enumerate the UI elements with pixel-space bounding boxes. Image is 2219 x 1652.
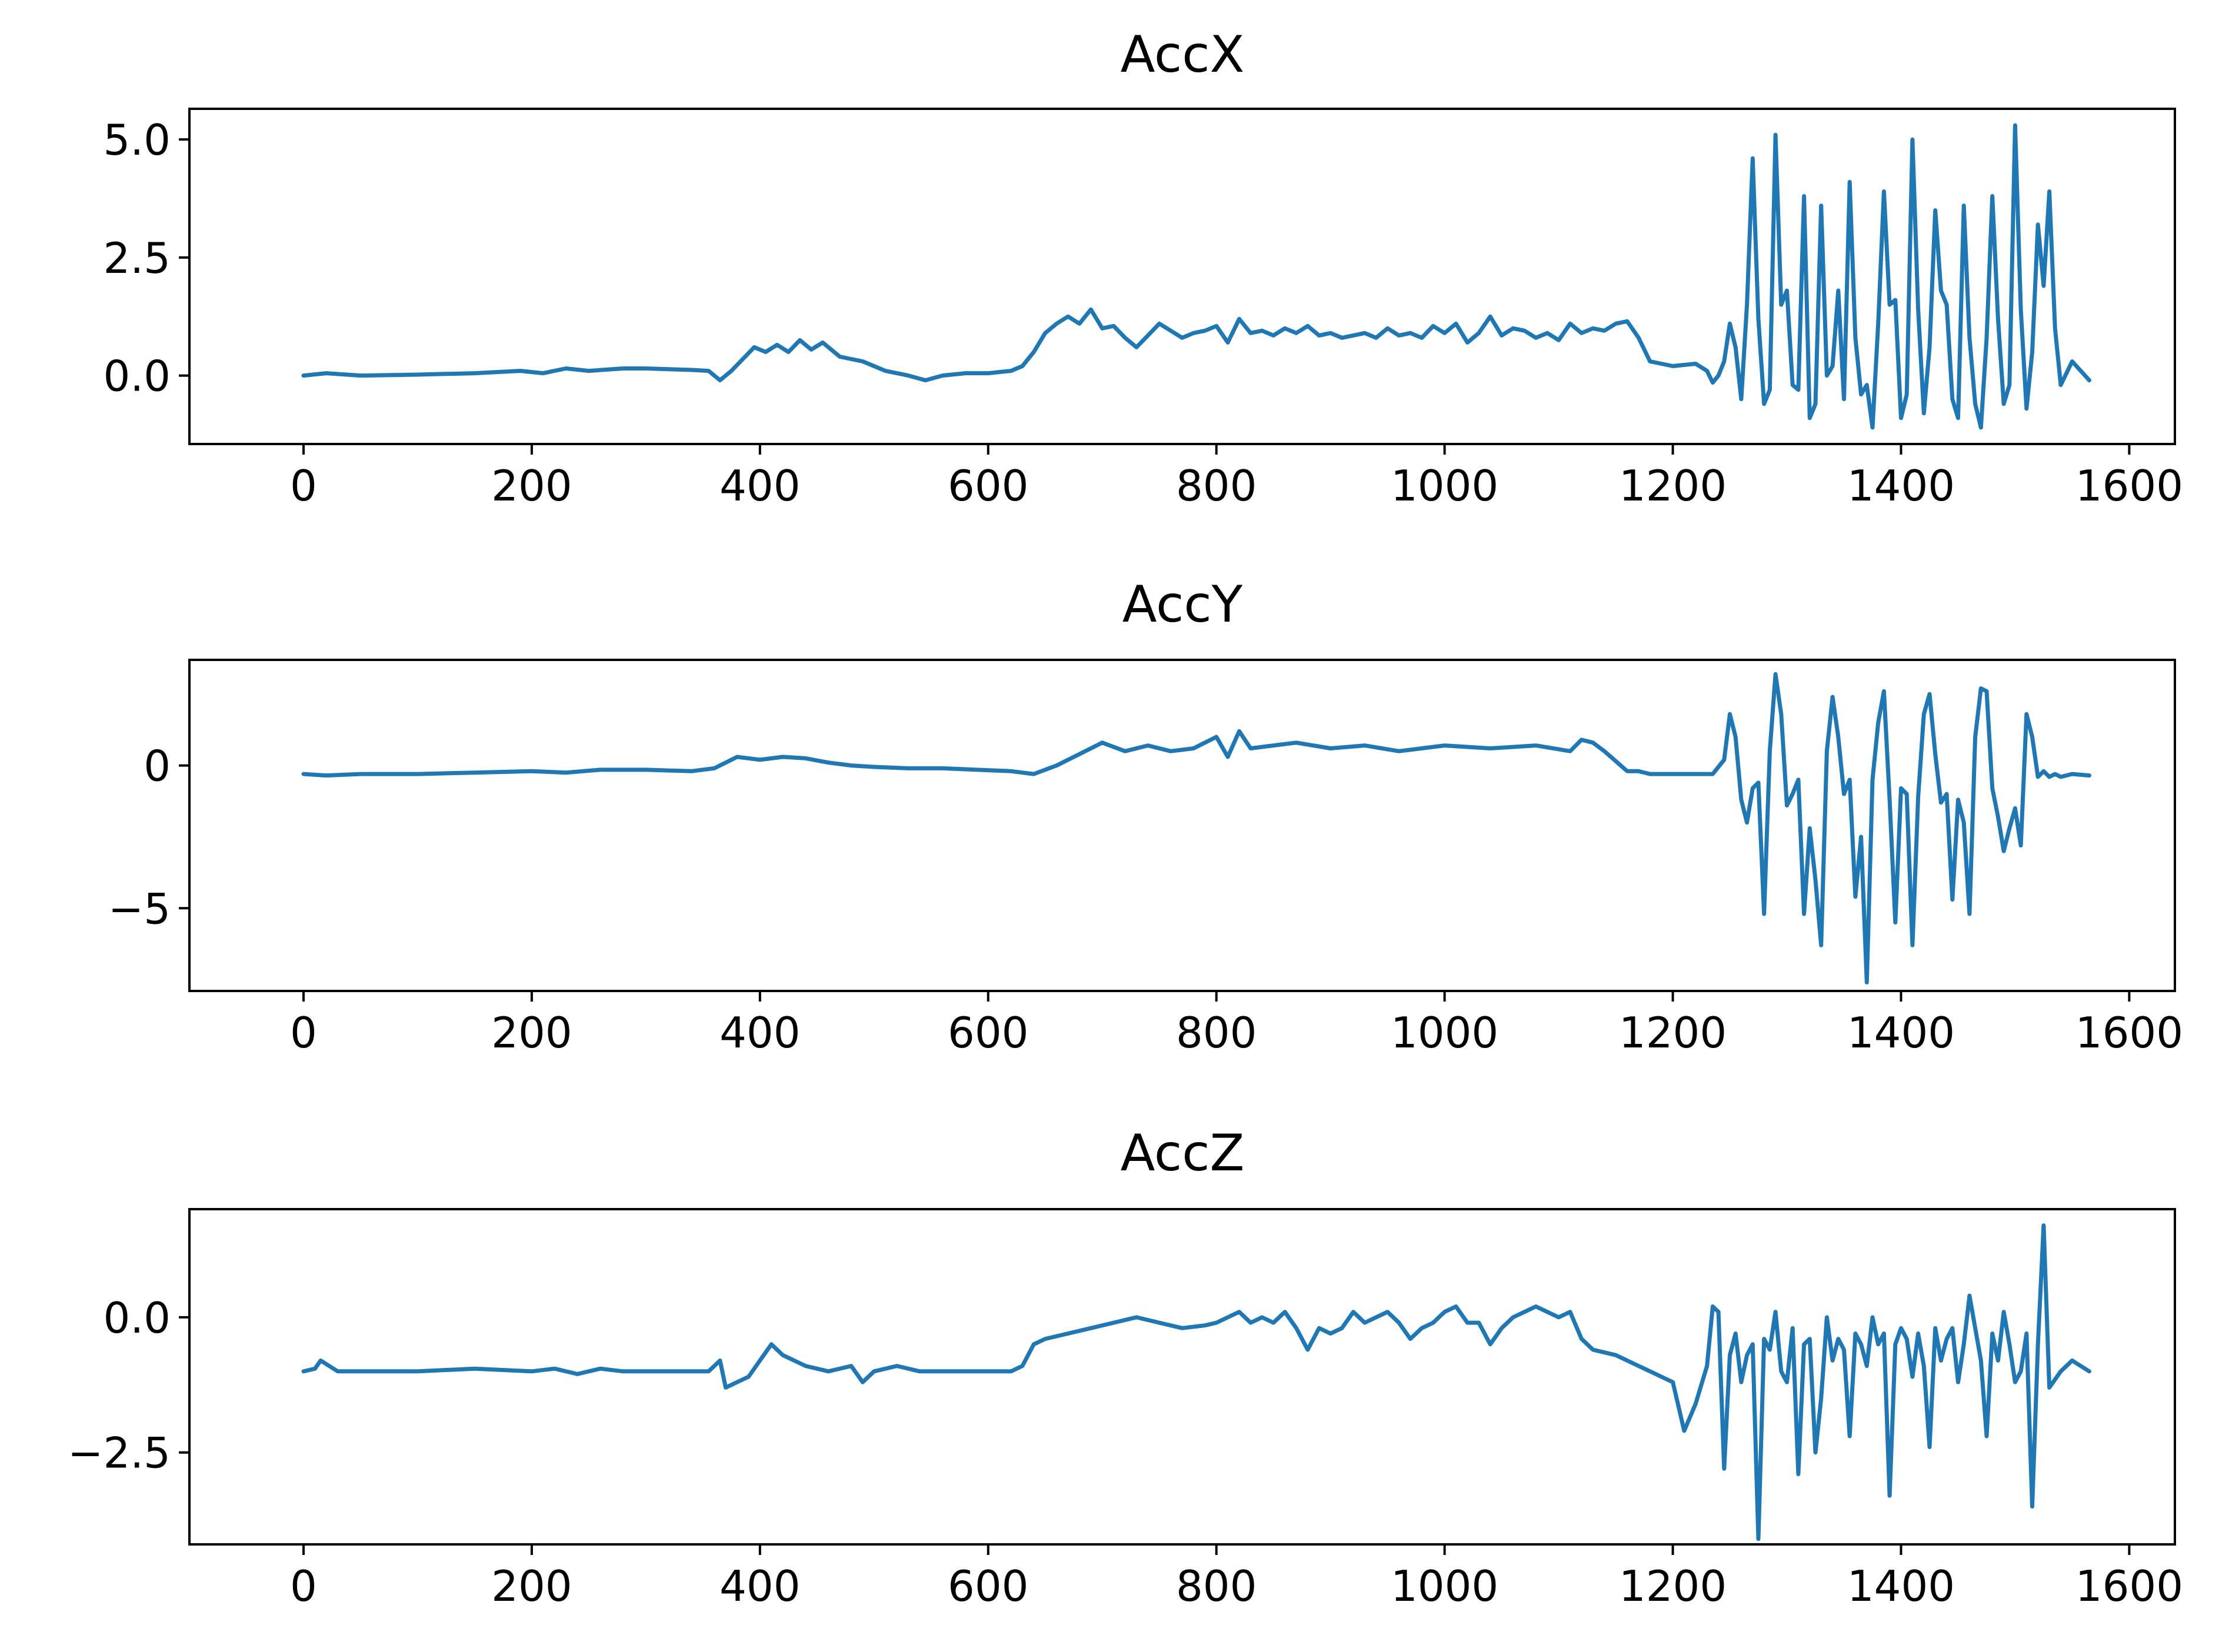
- x-ticks: 0 200 400 600 800 1000 1200 1400 1600: [290, 444, 2183, 510]
- axes-frame: [188, 659, 2176, 992]
- x-tick-label: 1000: [1391, 1561, 1498, 1611]
- x-tick-label: 600: [948, 1561, 1028, 1611]
- x-tick-label: 1000: [1391, 461, 1498, 510]
- x-tick-label: 400: [719, 1561, 800, 1611]
- x-tick-label: 1400: [1847, 461, 1955, 510]
- y-tick-label: 2.5: [103, 233, 171, 283]
- series-line-accz: [301, 1223, 2091, 1541]
- x-tick-label: 800: [1176, 1561, 1257, 1611]
- y-ticks: 0.0 2.5 5.0: [103, 115, 189, 401]
- x-tick-label: 400: [719, 461, 800, 510]
- y-tick-label: 0.0: [103, 352, 171, 401]
- x-tick-label: 1000: [1391, 1008, 1498, 1057]
- chart-title: AccZ: [1121, 1124, 1245, 1183]
- y-tick-label: −2.5: [68, 1429, 171, 1478]
- x-tick-label: 200: [491, 1561, 572, 1611]
- x-tick-label: 0: [290, 461, 317, 510]
- x-tick-label: 1600: [2075, 1008, 2183, 1057]
- subplot-accy: AccY 0 200 400 600 800 1000 1200 1400 1600 −5 0: [108, 575, 2183, 1057]
- subplot-accz: AccZ 0 200 400 600 800 1000 1200 1400 1600 −2.5 0…: [68, 1124, 2183, 1611]
- x-tick-label: 1600: [2075, 461, 2183, 510]
- subplot-accx: AccX 0 200 400 600 800 1000 1200 1400 1600 0.0 2.…: [103, 25, 2183, 510]
- x-tick-label: 400: [719, 1008, 800, 1057]
- chart-title: AccX: [1121, 25, 1245, 84]
- x-ticks: 0 200 400 600 800 1000 1200 1400 1600: [290, 1544, 2183, 1611]
- y-tick-label: 0: [144, 742, 171, 791]
- axes-frame: [188, 108, 2176, 445]
- y-ticks: −5 0: [108, 742, 189, 933]
- x-tick-label: 600: [948, 1008, 1028, 1057]
- x-tick-label: 0: [290, 1008, 317, 1057]
- x-tick-label: 1400: [1847, 1561, 1955, 1611]
- y-ticks: −2.5 0.0: [68, 1293, 189, 1478]
- series-line-accx: [301, 123, 2091, 430]
- y-tick-label: 0.0: [103, 1293, 171, 1343]
- x-tick-label: 1200: [1619, 1008, 1727, 1057]
- x-tick-label: 1400: [1847, 1008, 1955, 1057]
- x-tick-label: 800: [1176, 461, 1257, 510]
- x-tick-label: 200: [491, 1008, 572, 1057]
- x-tick-label: 1200: [1619, 1561, 1727, 1611]
- x-tick-label: 1600: [2075, 1561, 2183, 1611]
- x-ticks: 0 200 400 600 800 1000 1200 1400 1600: [290, 991, 2183, 1057]
- y-tick-label: −5: [108, 884, 171, 933]
- series-line-accy: [301, 672, 2091, 984]
- x-tick-label: 600: [948, 461, 1028, 510]
- y-tick-label: 5.0: [103, 115, 171, 165]
- chart-title: AccY: [1122, 575, 1243, 634]
- x-tick-label: 800: [1176, 1008, 1257, 1057]
- axes-frame: [188, 1208, 2176, 1546]
- x-tick-label: 1200: [1619, 461, 1727, 510]
- x-tick-label: 0: [290, 1561, 317, 1611]
- x-tick-label: 200: [491, 461, 572, 510]
